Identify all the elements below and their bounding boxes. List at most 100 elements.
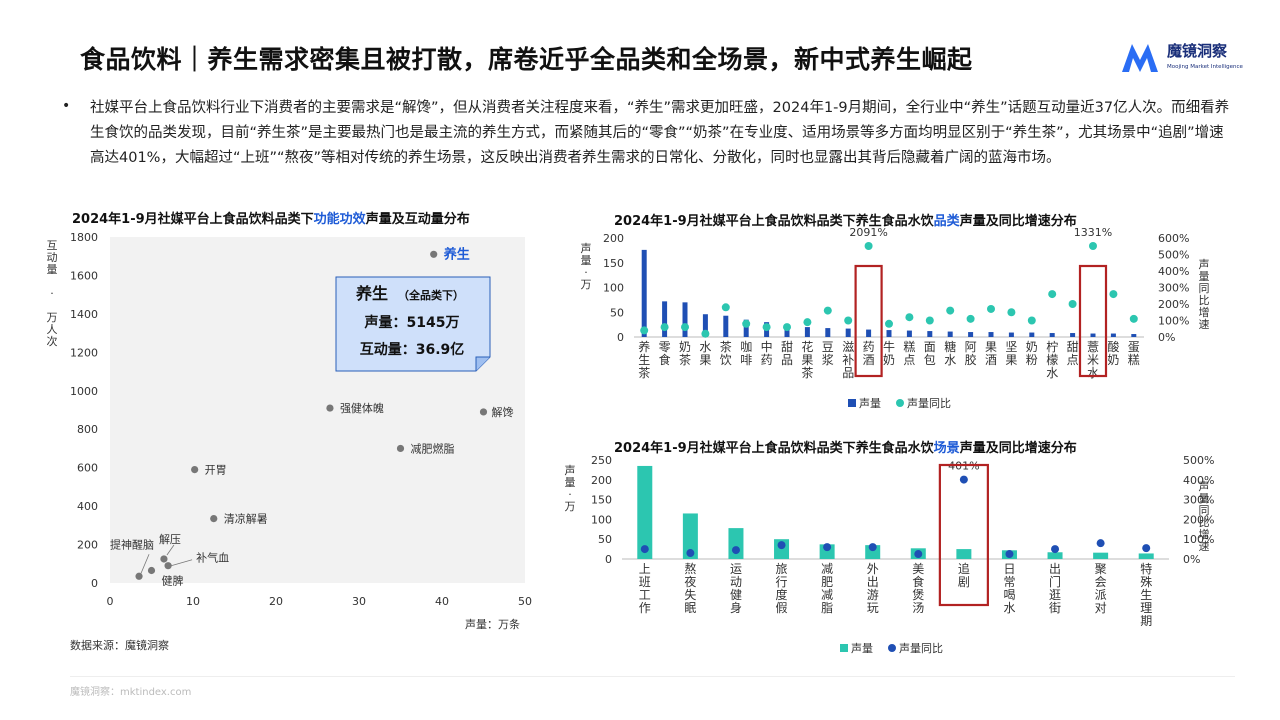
- legend-bar-swatch: [840, 644, 848, 652]
- scatter-point: [210, 515, 218, 523]
- point-label: 解馋: [492, 405, 514, 419]
- growth-dot: [905, 313, 914, 322]
- scatter-chart: 0 200 400 600 800 1000 1200 1400 1600 1800 0 10 20 30…: [47, 231, 533, 631]
- summary-paragraph: 社媒平台上食品饮料行业下消费者的主要需求是“解馋”，但从消费者关注程度来看，“养…: [90, 100, 1230, 166]
- category-label: 面包: [924, 340, 936, 367]
- volume-bar: [662, 301, 668, 337]
- category-label: 滋补品: [842, 340, 854, 380]
- x-tick-label: 10: [186, 595, 200, 608]
- y2-tick-label: 100%: [1158, 315, 1189, 328]
- chart2-title-b: 声量及同比增速分布: [959, 214, 1077, 229]
- category-label: 甜点: [1067, 340, 1079, 367]
- volume-bar: [1090, 333, 1096, 337]
- legend-dot-swatch: [896, 399, 904, 407]
- y-tick-label: 50: [598, 533, 612, 546]
- volume-bar: [641, 249, 647, 337]
- volume-bar: [682, 513, 698, 559]
- x-tick-label: 0: [107, 595, 114, 608]
- point-label: 解压: [159, 532, 181, 546]
- y-tick-label: 0: [91, 577, 98, 590]
- x-tick-label: 30: [352, 595, 366, 608]
- callout-interaction: 互动量：36.9亿: [360, 341, 465, 358]
- scene-bar-chart: 0 50 100 150 200 250 0% 100% 200% 300% 400% 500% 声量·…: [565, 454, 1215, 655]
- volume-bar: [1070, 333, 1076, 337]
- y-tick-label: 50: [610, 306, 624, 319]
- volume-bar: [988, 332, 994, 337]
- bullet-marker: •: [62, 98, 71, 114]
- x-tick-label: 40: [435, 595, 449, 608]
- chart3-title-b: 声量及同比增速分布: [959, 441, 1077, 456]
- logo-name: 魔镜洞察: [1167, 42, 1228, 60]
- growth-dot: [803, 318, 812, 327]
- scatter-point: [147, 566, 156, 575]
- volume-bar: [886, 330, 892, 337]
- category-label: 旅行度假: [776, 562, 788, 615]
- callout-fold: [475, 356, 490, 371]
- volume-bar: [728, 528, 744, 559]
- category-label: 花果茶: [801, 339, 813, 380]
- growth-annotation: 1331%: [1074, 228, 1112, 239]
- chart3-title: 2024年1-9月社媒平台上食品饮料品类下养生食品水饮场景声量及同比增速分布: [614, 437, 1077, 456]
- category-label: 出门逛街: [1049, 562, 1061, 615]
- logo-subtitle: Moojing Market Intelligence: [1167, 64, 1243, 70]
- scatter-point: [135, 572, 143, 580]
- category-label: 柠檬水: [1046, 339, 1058, 380]
- category-label: 糖水: [944, 339, 956, 367]
- callout-volume: 声量：5145万: [364, 314, 460, 331]
- category-bar-chart: 0 50 100 150 200 0% 100% 200% 300% 400% 500% 600% 声量…: [581, 228, 1210, 410]
- scatter-point: [160, 555, 168, 563]
- volume-bar: [866, 329, 872, 337]
- growth-dot: [731, 546, 740, 555]
- y-tick-label: 1400: [70, 308, 98, 321]
- y-tick-label: 600: [77, 462, 98, 475]
- y-tick-label: 100: [591, 513, 612, 526]
- y2-tick-label: 500%: [1183, 454, 1214, 467]
- y-tick-label: 200: [77, 539, 98, 552]
- growth-dot: [1109, 290, 1118, 299]
- point-label: 健脾: [162, 574, 184, 588]
- page-title: 食品饮料｜养生需求密集且被打散，席卷近乎全品类和全场景，新中式养生崛起: [80, 45, 973, 74]
- chart1-title-a: 2024年1-9月社媒平台上食品饮料品类下: [72, 212, 314, 227]
- growth-dot: [987, 304, 995, 313]
- chart1-title-b: 声量及互动量分布: [365, 212, 470, 227]
- volume-bar: [956, 549, 972, 559]
- y2-tick-label: 300%: [1183, 494, 1214, 507]
- y-axis-label: 声量·万: [581, 241, 592, 291]
- point-label: 清凉解暑: [224, 512, 268, 526]
- x-tick-label: 20: [269, 595, 283, 608]
- volume-bar: [743, 319, 749, 337]
- legend-bar-label: 声量: [851, 641, 873, 655]
- y-tick-label: 100: [603, 282, 624, 295]
- highlight-box: [938, 463, 989, 607]
- y2-tick-label: 300%: [1158, 282, 1189, 295]
- y-tick-label: 150: [591, 494, 612, 507]
- category-label: 追剧: [958, 561, 970, 589]
- scatter-point: [479, 408, 488, 416]
- volume-bar: [1049, 333, 1055, 337]
- legend-dot-swatch: [888, 644, 896, 652]
- chart2-title: 2024年1-9月社媒平台上食品饮料品类下养生食品水饮品类声量及同比增速分布: [614, 210, 1077, 229]
- category-label: 豆浆: [822, 340, 834, 367]
- data-source: 数据来源：魔镜洞察: [70, 639, 169, 652]
- growth-dot: [1005, 550, 1014, 559]
- x-tick-label: 50: [518, 595, 532, 608]
- growth-dot: [914, 550, 923, 559]
- point-label: 减肥燃脂: [411, 441, 455, 455]
- growth-dot: [1089, 242, 1097, 250]
- legend-bar-swatch: [848, 399, 856, 407]
- y2-tick-label: 400%: [1158, 265, 1189, 278]
- category-label: 咖啡: [740, 339, 752, 367]
- y2-tick-label: 0%: [1183, 553, 1200, 566]
- y2-tick-label: 200%: [1158, 298, 1189, 311]
- volume-bar: [1131, 334, 1137, 337]
- highlight-box: [854, 264, 883, 378]
- growth-dot: [686, 549, 695, 558]
- y-tick-label: 1800: [70, 231, 98, 244]
- category-label: 零食: [659, 340, 671, 367]
- y-tick-label: 400: [77, 500, 98, 513]
- point-label: 提神醒脑: [110, 537, 154, 551]
- highlight-box: [1078, 264, 1108, 378]
- point-label: 养生: [443, 246, 470, 262]
- category-label: 坚果: [1005, 340, 1017, 367]
